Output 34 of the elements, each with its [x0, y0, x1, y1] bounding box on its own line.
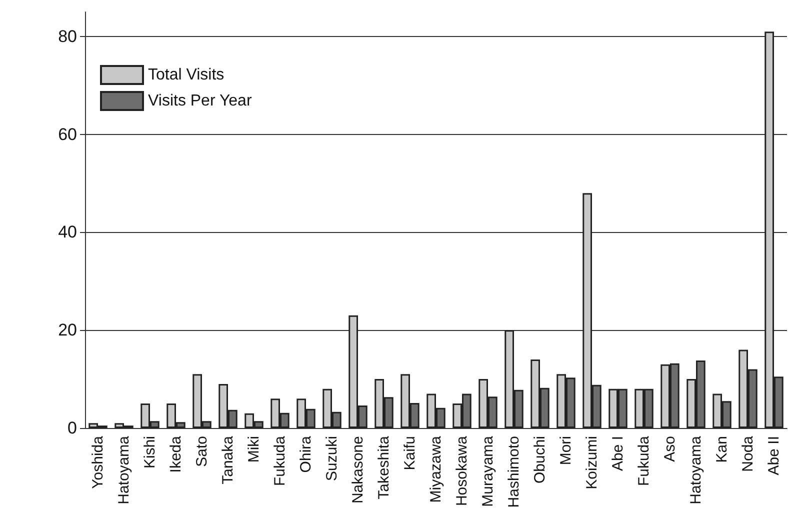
- y-tick-label: 0: [68, 418, 77, 438]
- x-tick-label: Hatoyama: [116, 435, 132, 504]
- x-tick-label: Koizumi: [584, 436, 600, 490]
- x-tick-label: Suzuki: [324, 436, 340, 482]
- x-tick-label: Miyazawa: [428, 435, 444, 503]
- x-tick-label: Kan: [714, 436, 730, 463]
- x-tick-label: Abe I: [610, 436, 626, 472]
- x-tick-label: Kishi: [142, 436, 158, 469]
- x-tick-label: Fukuda: [272, 435, 288, 486]
- x-tick-label: Nakasone: [350, 436, 366, 504]
- legend-label: Total Visits: [148, 66, 224, 84]
- legend-label: Visits Per Year: [148, 92, 252, 110]
- x-tick-label: Aso: [662, 436, 678, 462]
- y-tick-label: 60: [58, 124, 77, 144]
- x-tick-label: Ikeda: [168, 435, 184, 473]
- x-tick-label: Abe II: [766, 436, 782, 476]
- x-tick-label: Ohira: [298, 435, 314, 473]
- x-tick-label: Murayama: [480, 435, 496, 507]
- x-tick-label: Hashimoto: [506, 436, 522, 508]
- x-tick-label: Takeshita: [376, 435, 392, 500]
- x-tick-label: Hosokawa: [454, 435, 470, 506]
- y-tick-label: 40: [58, 222, 77, 242]
- x-tick-label: Noda: [740, 435, 756, 472]
- x-tick-label: Obuchi: [532, 436, 548, 484]
- x-tick-label: Tanaka: [220, 435, 236, 484]
- x-tick-label: Fukuda: [636, 435, 652, 486]
- x-tick-label: Sato: [194, 436, 210, 467]
- x-tick-label: Kaifu: [402, 436, 418, 470]
- x-tick-label: Yoshida: [90, 435, 106, 489]
- x-tick-label: Mori: [558, 436, 574, 466]
- y-tick-label: 80: [58, 26, 77, 46]
- x-tick-label: Hatoyama: [688, 435, 704, 504]
- y-tick-label: 20: [58, 320, 77, 340]
- x-tick-label: Miki: [246, 436, 262, 463]
